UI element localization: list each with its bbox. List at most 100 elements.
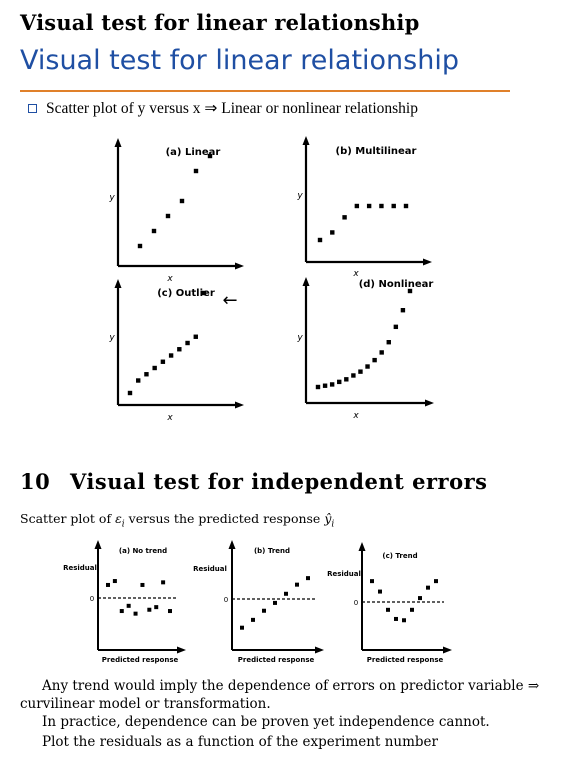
y-axis-label: y <box>296 191 303 201</box>
slide-title: Visual test for linear relationship <box>20 45 459 76</box>
y-axis-label: y <box>108 193 115 203</box>
data-point <box>317 237 323 243</box>
data-point <box>418 596 422 601</box>
paragraph-2: In practice, dependence can be proven ye… <box>42 714 490 730</box>
data-point <box>160 359 166 364</box>
zero-tick-label: 0 <box>224 596 228 604</box>
panel-title: (c) Trend <box>382 552 417 560</box>
data-point <box>379 350 384 355</box>
caption-text: Scatter plot of <box>20 511 116 526</box>
panel-title: (b) Multilinear <box>336 146 417 157</box>
x-axis-arrow <box>177 646 186 654</box>
data-point <box>127 390 133 396</box>
data-point <box>161 580 166 585</box>
data-point <box>402 618 406 623</box>
data-point <box>179 198 185 204</box>
data-point <box>378 589 382 594</box>
x-axis-label: x <box>166 413 173 423</box>
data-point <box>400 308 406 313</box>
scatter-panel-2: (b) Multilinear y x <box>296 136 432 279</box>
scatter-panel-3: (c) Outlier y x ← <box>108 279 244 423</box>
residual-panel-2: 0 (b) Trend Residual Predicted response <box>193 540 324 664</box>
data-point <box>295 582 299 587</box>
data-point <box>344 377 349 382</box>
section-title: Visual test for independent errors <box>70 469 488 494</box>
y-axis-label: Residual <box>63 564 97 572</box>
caption-sub-i: i <box>121 519 125 530</box>
x-axis-arrow <box>235 401 244 409</box>
y-axis-label: Residual <box>327 570 361 578</box>
panel-title: (a) No trend <box>119 547 167 555</box>
x-axis-arrow <box>235 262 244 270</box>
data-point <box>119 609 124 614</box>
data-point <box>185 340 190 346</box>
data-point <box>410 607 414 612</box>
data-point <box>426 585 430 590</box>
bullet-square-icon <box>28 104 37 113</box>
data-point <box>370 579 374 584</box>
slide-bullet-text: Scatter plot of y versus x ⇒ Linear or n… <box>46 100 418 117</box>
zero-tick-label: 0 <box>90 595 94 603</box>
y-axis-arrow <box>302 136 310 145</box>
section-number: 10 <box>20 469 51 494</box>
outlier-arrow-annotation: ← <box>222 290 237 311</box>
scatter-panel-1: (a) Linear y x <box>108 138 244 284</box>
data-point <box>262 608 266 613</box>
data-point <box>379 203 384 209</box>
residual-panel-1: 0 (a) No trend Residual Predicted response <box>63 540 186 664</box>
x-axis-arrow <box>425 399 434 407</box>
data-point <box>207 153 213 159</box>
paragraph-1-line-2: curvilinear model or transformation. <box>20 696 271 712</box>
data-point <box>315 384 321 390</box>
data-point <box>112 579 117 584</box>
y-axis-arrow <box>114 279 122 288</box>
zero-tick-label: 0 <box>354 599 358 607</box>
y-axis-label: y <box>108 333 115 343</box>
data-point <box>354 203 360 209</box>
data-point <box>273 600 277 605</box>
y-axis-arrow <box>358 542 366 551</box>
data-point <box>407 288 413 294</box>
panel-title: (c) Outlier <box>157 288 215 299</box>
data-point <box>403 203 409 209</box>
panel-title: (d) Nonlinear <box>359 279 434 290</box>
data-point <box>151 228 157 234</box>
caption-epsilon: ε <box>115 511 122 526</box>
data-point <box>168 353 174 358</box>
x-axis-label: x <box>352 269 359 279</box>
paragraph-1-line-1: Any trend would imply the dependence of … <box>42 678 540 694</box>
data-point <box>168 609 172 614</box>
data-point <box>306 576 310 581</box>
data-point <box>394 616 398 621</box>
data-point <box>137 243 143 249</box>
data-point <box>147 607 152 612</box>
data-point <box>358 369 363 374</box>
slide-title-divider <box>20 90 510 92</box>
x-axis-label: x <box>166 274 173 284</box>
y-axis-label: y <box>296 333 303 343</box>
x-axis-label: x <box>352 411 359 421</box>
paragraph-3: Plot the residuals as a function of the … <box>42 734 438 750</box>
x-axis-arrow <box>315 646 324 654</box>
data-point <box>140 582 145 587</box>
x-axis-arrow <box>443 646 452 654</box>
data-point <box>193 334 198 339</box>
data-point <box>434 579 438 584</box>
data-point <box>386 340 391 345</box>
data-point <box>330 230 335 235</box>
data-point <box>284 591 288 596</box>
data-point <box>126 603 131 608</box>
data-point <box>152 365 157 371</box>
y-axis-arrow <box>94 540 102 549</box>
section-heading: 10 Visual test for independent errors <box>20 469 488 494</box>
y-axis-arrow <box>302 277 310 286</box>
caption-yhat: ŷ <box>324 511 332 526</box>
data-point <box>329 382 335 387</box>
data-point <box>136 378 141 383</box>
data-point <box>165 213 171 219</box>
page-heading: Visual test for linear relationship <box>20 10 420 35</box>
data-point <box>386 607 390 612</box>
y-axis-arrow <box>114 138 122 147</box>
